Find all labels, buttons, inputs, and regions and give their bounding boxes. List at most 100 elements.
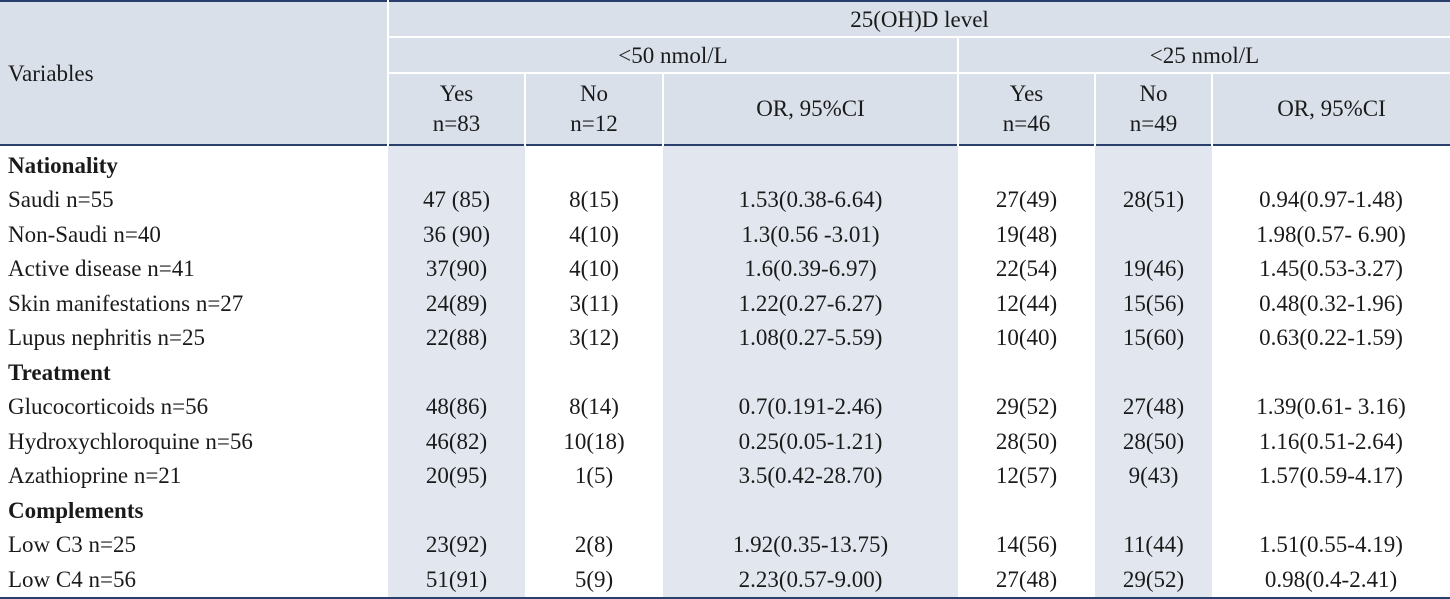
variable-label: Saudi n=55 [8, 187, 114, 213]
table-cell: 0.94(0.97-1.48) [1259, 187, 1403, 213]
table-cell: 29(52) [995, 394, 1058, 420]
table-cell: 1.08(0.27-5.59) [663, 320, 958, 355]
column-header-line1: Yes [1009, 81, 1044, 106]
column-header-line1: No [1139, 81, 1168, 106]
table-cell [525, 145, 663, 183]
table-cell [958, 493, 1095, 528]
table-cell: 12(57) [995, 463, 1058, 489]
table-cell [388, 355, 525, 390]
table-cell: 4(10) [569, 256, 619, 282]
table-row: Low C4 n=56 51(91) 5(9) 2.23(0.57-9.00) 27(4… [0, 562, 1450, 598]
table-cell: 11(44) [1095, 527, 1212, 562]
variable-label: Non-Saudi n=40 [8, 221, 161, 247]
table-cell [1095, 493, 1212, 528]
table-cell: 1.98(0.57- 6.90) [1256, 221, 1406, 247]
column-header-line2: n=46 [1002, 111, 1051, 136]
table-cell: 28(50) [995, 428, 1058, 454]
table-cell: 48(86) [388, 389, 525, 424]
table-cell: 0.48(0.32-1.96) [1259, 290, 1403, 316]
table-row: Saudi n=55 47 (85) 8(15) 1.53(0.38-6.64) 27(… [0, 182, 1450, 217]
table-cell: 36 (90) [388, 217, 525, 252]
table-cell: 0.25(0.05-1.21) [663, 424, 958, 459]
table-cell: 1(5) [574, 463, 614, 489]
column-header-or-25: OR, 95%CI [1212, 72, 1450, 145]
table-cell: 1.39(0.61- 3.16) [1256, 394, 1406, 420]
table-cell: 0.7(0.191-2.46) [663, 389, 958, 424]
table-cell [663, 355, 958, 390]
variable-label: Glucocorticoids n=56 [8, 394, 209, 420]
table-cell: 3(11) [569, 290, 619, 316]
table-row: Non-Saudi n=40 36 (90) 4(10) 1.3(0.56 -3.01… [0, 217, 1450, 252]
table-cell: 1.57(0.59-4.17) [1259, 463, 1403, 489]
table-cell: 22(88) [388, 320, 525, 355]
variable-label: Azathioprine n=21 [8, 463, 182, 489]
table-cell [1095, 355, 1212, 390]
table-cell: 8(15) [569, 187, 619, 213]
section-heading: Treatment [8, 359, 111, 385]
column-header-line1: OR, 95%CI [1277, 96, 1386, 121]
table-cell: 15(60) [1095, 320, 1212, 355]
table-cell: 51(91) [388, 562, 525, 598]
table-cell: 10(40) [995, 325, 1058, 351]
table-cell: 4(10) [569, 221, 619, 247]
column-header-line2: n=12 [570, 111, 618, 136]
table-cell: 1.51(0.55-4.19) [1259, 532, 1403, 558]
table-cell: 10(18) [563, 428, 625, 454]
table-cell: 1.45(0.53-3.27) [1259, 256, 1403, 282]
table-row: Hydroxychloroquine n=56 46(82) 10(18) 0.25(… [0, 424, 1450, 459]
table-cell: 27(49) [995, 187, 1058, 213]
table-body: Nationality Saudi n=55 47 (85) 8(15) 1.53(0.… [0, 145, 1450, 598]
table-cell [1095, 217, 1212, 252]
header-row-subgroups: <50 nmol/L <25 nmol/L [0, 36, 1450, 73]
table-cell [525, 493, 663, 528]
table-cell: 19(48) [995, 221, 1058, 247]
variables-header: Variables [0, 1, 389, 145]
header-row-columns: Yes n=83 No n=12 OR, 95%CI Yes n=46 No n… [0, 72, 1450, 145]
table-cell: 1.6(0.39-6.97) [663, 251, 958, 286]
variable-label: Low C4 n=56 [8, 566, 136, 592]
table-cell [663, 493, 958, 528]
table-row: Azathioprine n=21 20(95) 1(5) 3.5(0.42-28.7… [0, 458, 1450, 493]
variable-label: Active disease n=41 [8, 256, 195, 282]
table-cell [1212, 145, 1450, 183]
section-row: Complements [0, 493, 1450, 528]
table-cell: 22(54) [995, 256, 1058, 282]
table-cell: 29(52) [1095, 562, 1212, 598]
column-header-line1: No [579, 81, 609, 106]
column-header-no-50: No n=12 [525, 72, 664, 145]
subgroup-header-50: <50 nmol/L [388, 36, 959, 73]
table-cell: 23(92) [388, 527, 525, 562]
group-title-header: 25(OH)D level [388, 1, 1450, 37]
table-cell [663, 145, 958, 183]
table-row: Skin manifestations n=27 24(89) 3(11) 1.22(… [0, 286, 1450, 321]
table-row: Low C3 n=25 23(92) 2(8) 1.92(0.35-13.75) 14(… [0, 527, 1450, 562]
table-cell: 37(90) [388, 251, 525, 286]
table-cell [1212, 355, 1450, 390]
table-cell: 9(43) [1095, 458, 1212, 493]
table-cell: 20(95) [388, 458, 525, 493]
table-cell: 24(89) [388, 286, 525, 321]
table-cell: 12(44) [995, 290, 1058, 316]
table-cell [525, 355, 663, 390]
table-cell: 2.23(0.57-9.00) [663, 562, 958, 598]
table-cell [1095, 145, 1212, 183]
table-cell [958, 355, 1095, 390]
table-cell: 8(14) [569, 394, 619, 420]
table-cell: 27(48) [1095, 389, 1212, 424]
column-header-yes-50: Yes n=83 [388, 72, 526, 145]
column-header-line2: n=83 [432, 111, 481, 136]
section-heading: Complements [8, 497, 144, 523]
header-row-group: Variables 25(OH)D level [0, 1, 1450, 145]
table-cell: 27(48) [995, 566, 1058, 592]
column-header-yes-25: Yes n=46 [958, 72, 1096, 145]
table-cell: 0.63(0.22-1.59) [1259, 325, 1403, 351]
table-cell: 28(50) [1095, 424, 1212, 459]
section-heading: Nationality [8, 152, 118, 178]
table-cell: 14(56) [995, 532, 1058, 558]
table-cell [388, 145, 525, 183]
table-cell [958, 145, 1095, 183]
section-row: Nationality [0, 145, 1450, 183]
table-cell: 28(51) [1095, 182, 1212, 217]
table-cell [1212, 493, 1450, 528]
